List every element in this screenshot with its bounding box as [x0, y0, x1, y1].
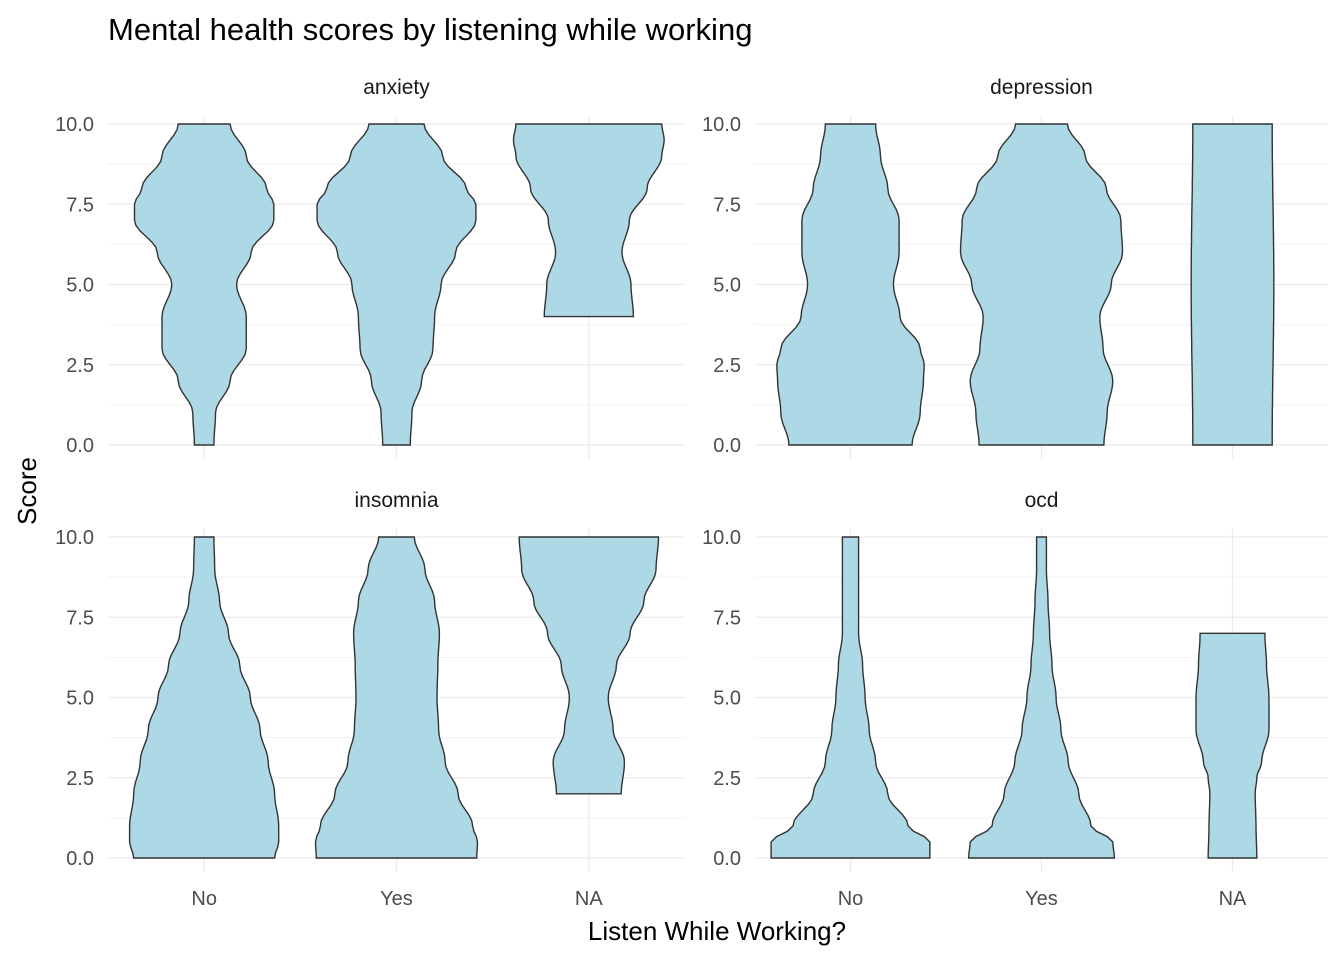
y-tick-label: 2.5	[66, 355, 94, 377]
y-tick-label: 7.5	[66, 194, 94, 216]
y-tick-label: 7.5	[66, 607, 94, 629]
violin-depression-Yes	[959, 123, 1124, 446]
y-tick-label: 5.0	[66, 275, 94, 297]
y-tick-label: 2.5	[713, 355, 741, 377]
violin-anxiety-Yes	[316, 123, 477, 446]
violin-ocd-Yes	[967, 536, 1116, 859]
facet-strip-label: depression	[990, 76, 1093, 99]
y-tick-label: 5.0	[713, 275, 741, 297]
y-tick-label: 0.0	[713, 435, 741, 457]
chart-title: Mental health scores by listening while …	[108, 12, 752, 47]
facet-strip-label: ocd	[1025, 489, 1059, 512]
x-tick-label: Yes	[380, 888, 413, 910]
violin-ocd-No	[770, 536, 931, 859]
violin-anxiety-No	[133, 123, 275, 446]
y-tick-label: 10.0	[702, 114, 741, 136]
facet-strip-label: insomnia	[354, 489, 438, 512]
y-tick-label: 7.5	[713, 607, 741, 629]
y-tick-label: 5.0	[66, 688, 94, 710]
violin-insomnia-Yes	[314, 536, 479, 859]
facet-panel-depression: 0.0 2.5 5.0 7.5 10.0 depression	[702, 76, 1328, 459]
x-tick-label: NA	[1219, 888, 1247, 910]
y-tick-label: 5.0	[713, 688, 741, 710]
y-axis-title: Score	[12, 457, 42, 525]
violin-insomnia-No	[128, 536, 280, 859]
violin-depression-No	[776, 123, 925, 446]
violin-depression-NA	[1190, 123, 1275, 446]
facet-panels: 0.0 2.5 5.0 7.5 10.0 anxiety 0.0 2.5 5.0 7.5 10.0 d…	[55, 76, 1328, 910]
y-tick-label: 7.5	[713, 194, 741, 216]
x-tick-label: Yes	[1025, 888, 1058, 910]
violin-insomnia-NA	[518, 536, 660, 795]
facet-panel-insomnia: 0.0 2.5 5.0 7.5 10.0 insomnia No Yes NA	[55, 489, 685, 910]
x-tick-label: No	[838, 888, 864, 910]
violin-ocd-NA	[1195, 632, 1270, 859]
y-tick-label: 10.0	[55, 527, 94, 549]
violin-anxiety-NA	[512, 123, 665, 318]
y-tick-label: 0.0	[713, 848, 741, 870]
x-axis-title: Listen While Working?	[588, 916, 846, 946]
x-tick-label: No	[191, 888, 217, 910]
facet-panel-anxiety: 0.0 2.5 5.0 7.5 10.0 anxiety	[55, 76, 685, 459]
y-tick-label: 2.5	[713, 768, 741, 790]
y-tick-label: 0.0	[66, 848, 94, 870]
y-tick-label: 10.0	[55, 114, 94, 136]
facet-strip-label: anxiety	[363, 76, 430, 99]
facet-panel-ocd: 0.0 2.5 5.0 7.5 10.0 ocd No Yes NA	[702, 489, 1328, 910]
y-tick-label: 0.0	[66, 435, 94, 457]
y-tick-label: 2.5	[66, 768, 94, 790]
y-tick-label: 10.0	[702, 527, 741, 549]
x-tick-label: NA	[575, 888, 603, 910]
